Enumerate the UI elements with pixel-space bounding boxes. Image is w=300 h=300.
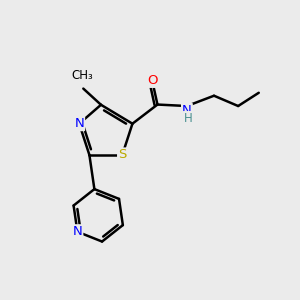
Text: N: N: [73, 225, 82, 238]
Text: CH₃: CH₃: [71, 69, 93, 82]
Text: S: S: [118, 148, 127, 161]
Text: O: O: [147, 74, 158, 87]
Text: N: N: [74, 117, 84, 130]
Text: N: N: [182, 104, 192, 117]
Text: H: H: [184, 112, 193, 125]
